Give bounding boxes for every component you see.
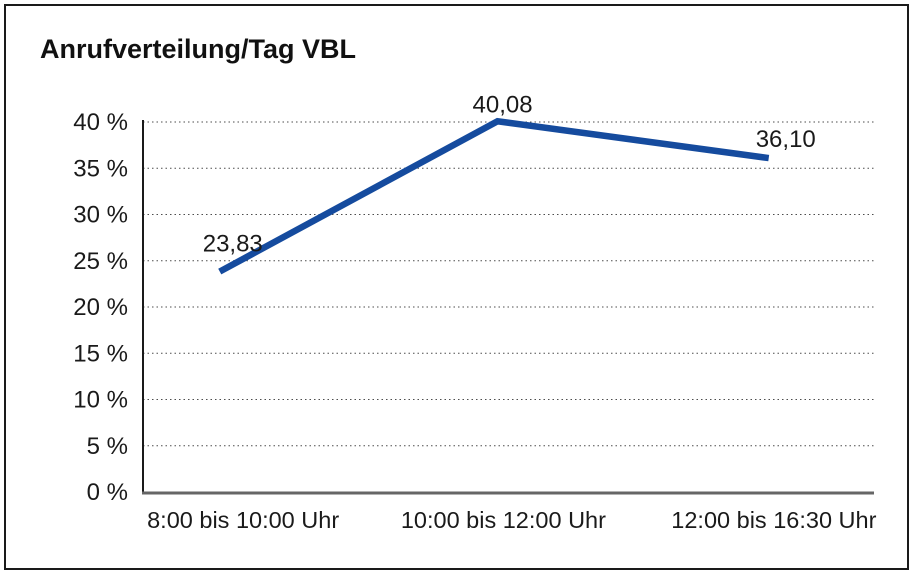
x-axis-category-label: 12:00 bis 16:30 Uhr bbox=[671, 507, 876, 533]
x-axis-category-label: 8:00 bis 10:00 Uhr bbox=[147, 507, 339, 533]
data-point-label: 40,08 bbox=[473, 91, 533, 118]
y-axis-tick-label: 0 % bbox=[87, 479, 128, 506]
y-axis-tick-label: 30 % bbox=[73, 202, 128, 229]
y-axis-tick-label: 15 % bbox=[73, 340, 128, 367]
data-series-line bbox=[218, 117, 770, 275]
data-point-label: 36,10 bbox=[756, 126, 816, 153]
y-axis-tick-label: 40 % bbox=[73, 109, 128, 136]
y-axis-tick-label: 5 % bbox=[87, 433, 128, 460]
y-axis-tick-label: 35 % bbox=[73, 155, 128, 182]
y-axis-tick-label: 10 % bbox=[73, 387, 128, 414]
y-axis-tick-label: 20 % bbox=[73, 294, 128, 321]
chart-title: Anrufverteilung/Tag VBL bbox=[40, 34, 357, 64]
chart-frame: Anrufverteilung/Tag VBL bbox=[4, 4, 909, 570]
y-axis-tick-label: 25 % bbox=[73, 248, 128, 275]
x-axis-category-label: 10:00 bis 12:00 Uhr bbox=[401, 507, 606, 533]
data-point-label: 23,83 bbox=[203, 231, 263, 258]
